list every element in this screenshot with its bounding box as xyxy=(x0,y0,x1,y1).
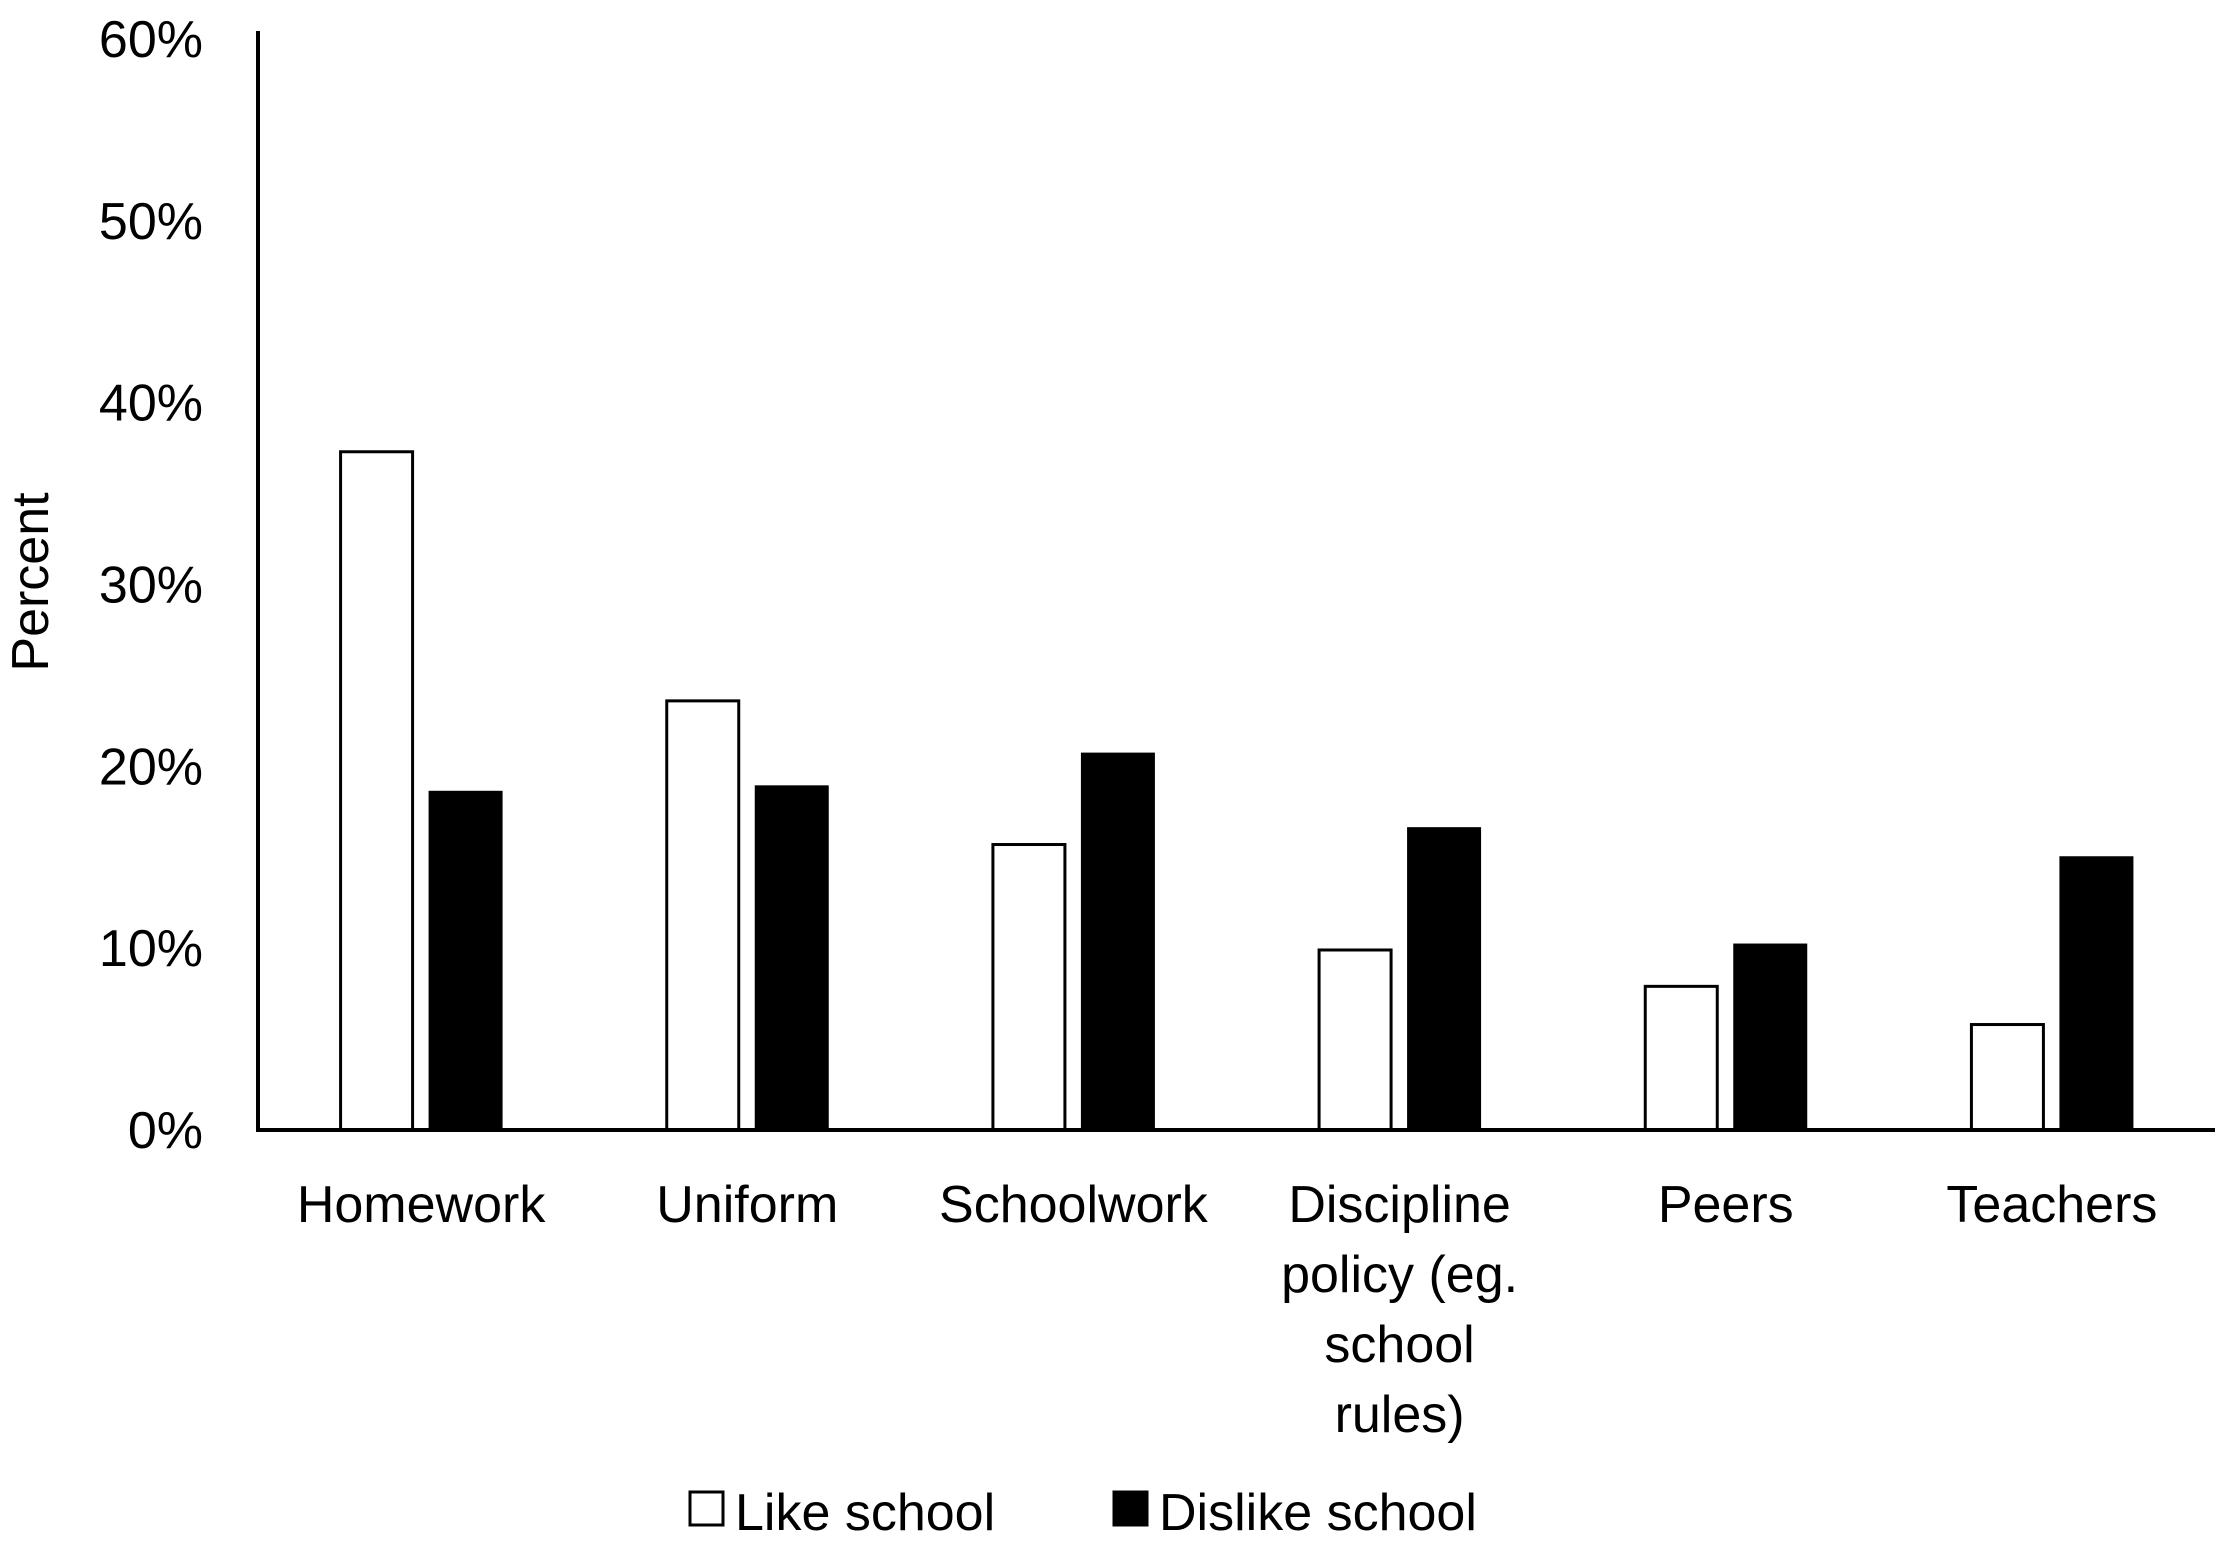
x-tick-label: Schoolwork xyxy=(939,1176,1209,1234)
y-tick-label: 0% xyxy=(128,1102,203,1160)
y-tick-label: 60% xyxy=(99,11,203,69)
y-axis-ticks: 0% 10% 20% 30% 40% 50% 60% xyxy=(99,11,203,1160)
bar-like-school xyxy=(991,843,1067,1132)
bar-dislike-school xyxy=(1733,943,1808,1132)
legend-swatch-dislike-school xyxy=(1112,1490,1149,1527)
x-tick-label: Homework xyxy=(297,1176,546,1234)
y-tick-label: 50% xyxy=(99,193,203,251)
y-tick-label: 10% xyxy=(99,920,203,978)
y-tick-label: 40% xyxy=(99,375,203,433)
bar-like-school xyxy=(1969,1023,2045,1132)
x-tick-label: Discipline policy (eg. school rules) xyxy=(1281,1176,1518,1444)
x-tick-label: Teachers xyxy=(1946,1176,2157,1234)
bars xyxy=(339,450,2134,1132)
bar-like-school xyxy=(339,450,415,1132)
bar-like-school xyxy=(1317,948,1393,1132)
bar-dislike-school xyxy=(754,785,829,1132)
x-axis-labels: Homework Uniform Schoolwork Discipline polic… xyxy=(297,1176,2158,1444)
x-tick-label: Uniform xyxy=(656,1176,838,1234)
legend-label-dislike-school: Dislike school xyxy=(1159,1484,1477,1542)
bar-like-school xyxy=(1643,984,1719,1132)
bar-dislike-school xyxy=(1080,752,1155,1131)
y-axis-title: Percent xyxy=(2,492,60,672)
bar-dislike-school xyxy=(428,790,503,1131)
bar-like-school xyxy=(665,699,741,1132)
bar-dislike-school xyxy=(2059,856,2134,1131)
legend-label-like-school: Like school xyxy=(735,1484,995,1542)
bar-dislike-school xyxy=(1407,827,1482,1131)
legend: Like school Dislike school xyxy=(688,1484,1477,1542)
legend-swatch-like-school xyxy=(688,1490,725,1527)
y-tick-label: 30% xyxy=(99,557,203,615)
x-tick-label: Peers xyxy=(1658,1176,1794,1234)
y-tick-label: 20% xyxy=(99,738,203,796)
